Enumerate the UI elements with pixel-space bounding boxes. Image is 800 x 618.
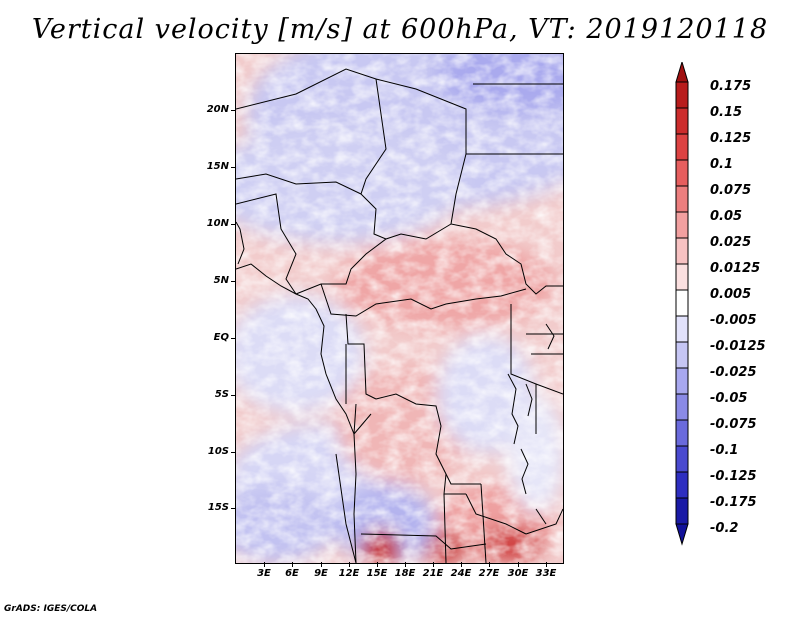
lon-tick (433, 562, 434, 567)
lat-tick (231, 281, 236, 282)
colorbar-label: -0.05 (710, 391, 748, 406)
colorbar-label: -0.2 (710, 521, 739, 536)
lat-label-eq: EQ (213, 332, 229, 343)
lon-label-6e: 6E (285, 568, 299, 579)
lon-tick (546, 562, 547, 567)
map-plot-area (235, 53, 564, 564)
lat-label-5n: 5N (213, 275, 229, 286)
lon-tick (405, 562, 406, 567)
colorbar-segment (675, 263, 689, 291)
lat-tick (231, 167, 236, 168)
colorbar-label: -0.0125 (710, 339, 766, 354)
colorbar-label: 0.175 (710, 79, 752, 94)
colorbar-top-arrow (675, 62, 689, 83)
colorbar-segment (675, 497, 689, 525)
lat-label-10s: 10S (207, 446, 229, 457)
lon-label-30e: 30E (507, 568, 529, 579)
lon-tick (349, 562, 350, 567)
colorbar-label: 0.025 (710, 235, 752, 250)
colorbar-segment (675, 367, 689, 395)
colorbar-segment (675, 81, 689, 109)
credit-text: GrADS: IGES/COLA (4, 604, 98, 614)
colorbar-label: -0.125 (710, 469, 757, 484)
colorbar-segment (675, 471, 689, 499)
colorbar-segment (675, 289, 689, 317)
colorbar-label: 0.1 (710, 157, 734, 172)
colorbar-segment (675, 107, 689, 135)
lon-label-9e: 9E (314, 568, 328, 579)
colorbar-label: 0.15 (710, 105, 743, 120)
colorbar-segment (675, 341, 689, 369)
colorbar-segment (675, 159, 689, 187)
colorbar-segment (675, 185, 689, 213)
lat-label-15s: 15S (207, 502, 229, 513)
country-borders (236, 68, 563, 563)
colorbar-segment (675, 315, 689, 343)
colorbar-segment (675, 393, 689, 421)
colorbar-label: -0.075 (710, 417, 757, 432)
colorbar-label: -0.005 (710, 313, 757, 328)
colorbar-label: -0.175 (710, 495, 757, 510)
lat-tick (231, 110, 236, 111)
colorbar-segment (675, 445, 689, 473)
colorbar-label: 0.125 (710, 131, 752, 146)
page-title: Vertical velocity [m/s] at 600hPa, VT: 2… (31, 14, 769, 45)
colorbar-segment (675, 211, 689, 239)
lat-tick (231, 338, 236, 339)
colorbar-label: 0.05 (710, 209, 743, 224)
lon-label-12e: 12E (338, 568, 360, 579)
lon-tick (321, 562, 322, 567)
lon-tick (489, 562, 490, 567)
lat-label-5s: 5S (214, 389, 229, 400)
lon-tick (264, 562, 265, 567)
lon-tick (461, 562, 462, 567)
colorbar-label: -0.1 (710, 443, 739, 458)
lon-label-15e: 15E (366, 568, 388, 579)
colorbar-label: 0.005 (710, 287, 752, 302)
colorbar (675, 62, 689, 546)
lon-label-18e: 18E (394, 568, 416, 579)
coastline (236, 221, 357, 563)
lon-tick (518, 562, 519, 567)
colorbar-segment (675, 419, 689, 447)
lat-tick (231, 224, 236, 225)
lat-tick (231, 395, 236, 396)
lakes (507, 323, 555, 525)
lat-tick (231, 452, 236, 453)
colorbar-segment (675, 133, 689, 161)
lon-label-27e: 27E (478, 568, 500, 579)
colorbar-bottom-arrow (675, 523, 689, 546)
lon-tick (377, 562, 378, 567)
field-texture (236, 54, 563, 563)
vertical-velocity-map (236, 54, 563, 563)
colorbar-label: 0.075 (710, 183, 752, 198)
lon-label-21e: 21E (422, 568, 444, 579)
lon-tick (292, 562, 293, 567)
colorbar-label: 0.0125 (710, 261, 761, 276)
lon-label-33e: 33E (535, 568, 557, 579)
lon-label-24e: 24E (450, 568, 472, 579)
lat-label-10n: 10N (206, 218, 229, 229)
lat-tick (231, 508, 236, 509)
lat-label-15n: 15N (206, 161, 229, 172)
colorbar-segment (675, 237, 689, 265)
lat-label-20n: 20N (206, 104, 229, 115)
colorbar-label: -0.025 (710, 365, 757, 380)
lon-label-3e: 3E (257, 568, 271, 579)
